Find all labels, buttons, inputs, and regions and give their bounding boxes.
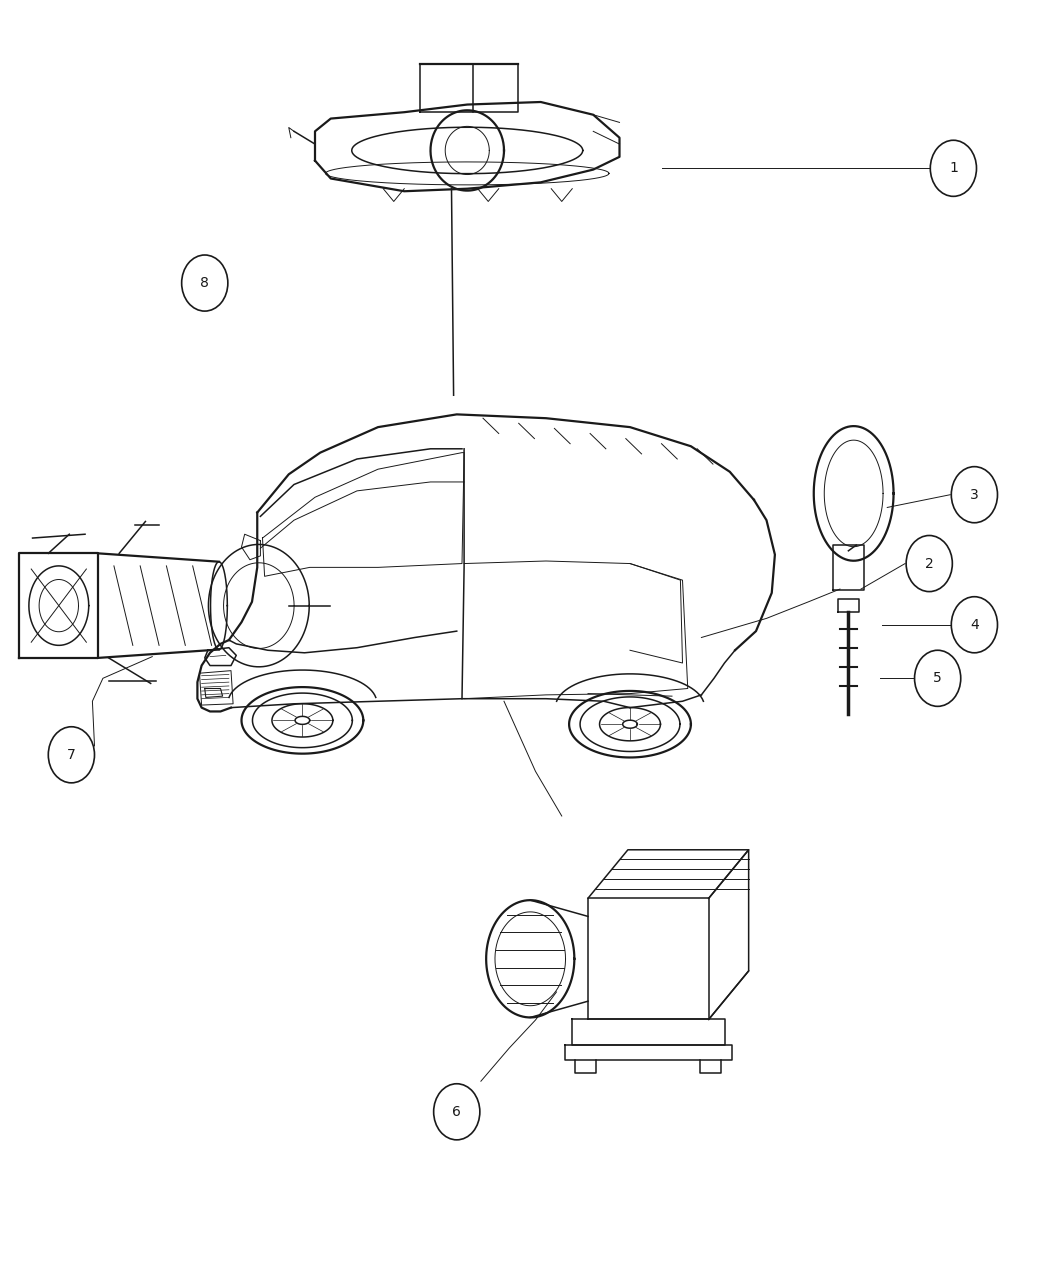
Text: 1: 1 bbox=[949, 162, 958, 175]
Circle shape bbox=[930, 140, 976, 196]
Circle shape bbox=[951, 467, 998, 523]
Text: 2: 2 bbox=[925, 557, 933, 570]
Circle shape bbox=[48, 727, 94, 783]
Text: 6: 6 bbox=[453, 1105, 461, 1118]
Text: 8: 8 bbox=[201, 277, 209, 289]
Circle shape bbox=[906, 536, 952, 592]
Circle shape bbox=[434, 1084, 480, 1140]
Text: 5: 5 bbox=[933, 672, 942, 685]
Circle shape bbox=[951, 597, 998, 653]
Circle shape bbox=[915, 650, 961, 706]
Text: 4: 4 bbox=[970, 618, 979, 631]
Circle shape bbox=[182, 255, 228, 311]
Text: 3: 3 bbox=[970, 488, 979, 501]
Text: 7: 7 bbox=[67, 748, 76, 761]
